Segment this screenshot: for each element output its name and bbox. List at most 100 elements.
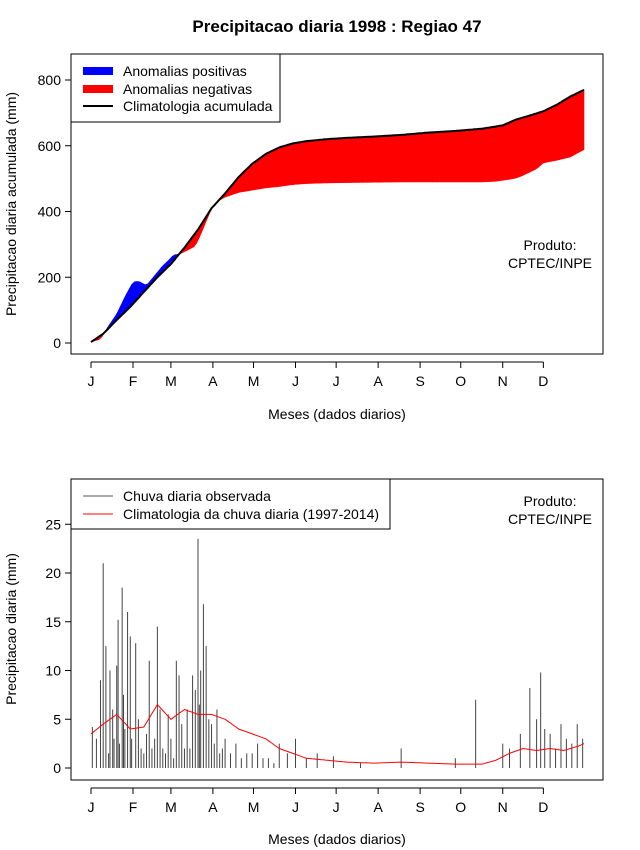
anomaly-negative-segment: [356, 136, 360, 183]
bottom-annotation-line1: Produto:: [524, 493, 577, 509]
anomaly-negative-segment: [247, 164, 252, 192]
anomaly-negative-segment: [385, 135, 390, 183]
anomaly-negative-segment: [518, 117, 522, 178]
x-tick-label: A: [373, 799, 383, 815]
anomaly-negative-segment: [310, 140, 314, 184]
anomaly-negative-segment: [580, 89, 585, 152]
anomaly-negative-segment: [543, 109, 547, 164]
anomaly-negative-segment: [264, 152, 268, 189]
anomaly-negative-segment: [342, 137, 346, 183]
anomaly-negative-segment: [377, 135, 382, 183]
anomaly-negative-segment: [488, 126, 493, 182]
anomaly-negative-segment: [331, 138, 336, 184]
x-tick-label: J: [333, 373, 340, 389]
anomaly-negative-segment: [396, 134, 401, 183]
anomaly-negative-segment: [348, 137, 352, 183]
y-tick-label: 10: [45, 663, 61, 679]
anomaly-negative-segment: [320, 139, 325, 184]
anomaly-negative-segment: [442, 131, 447, 183]
anomaly-negative-segment: [505, 122, 509, 181]
y-tick-label: 200: [38, 269, 62, 285]
anomaly-negative-segment: [445, 131, 449, 183]
anomaly-negative-segment: [353, 137, 357, 183]
anomaly-negative-segment: [529, 114, 533, 173]
legend-positive-label: Anomalias positivas: [123, 63, 247, 79]
y-tick-label: 0: [53, 335, 61, 351]
anomaly-negative-segment: [480, 128, 485, 183]
anomaly-negative-segment: [364, 136, 368, 183]
legend-negative-label: Anomalias negativas: [123, 81, 252, 97]
anomaly-negative-segment: [475, 128, 479, 183]
top-annotation-line1: Produto:: [524, 237, 577, 253]
anomaly-negative-segment: [402, 134, 406, 183]
anomaly-negative-segment: [269, 150, 273, 188]
anomaly-negative-segment: [394, 134, 398, 183]
anomaly-negative-segment: [383, 135, 387, 183]
anomaly-negative-segment: [469, 129, 474, 183]
anomaly-negative-segment: [513, 118, 517, 179]
x-tick-label: O: [455, 373, 466, 389]
x-tick-label: M: [165, 799, 177, 815]
anomaly-negative-segment: [407, 133, 411, 183]
anomaly-negative-segment: [510, 120, 514, 180]
bottom-legend: Chuva diaria observada Climatologia da c…: [70, 478, 391, 530]
anomaly-negative-segment: [277, 146, 281, 187]
anomaly-negative-segment: [472, 128, 476, 183]
anomaly-negative-segment: [291, 142, 295, 186]
anomaly-negative-segment: [532, 113, 536, 172]
y-tick-label: 400: [38, 204, 62, 220]
anomaly-negative-segment: [534, 112, 539, 170]
legend-daily-climatology-label: Climatologia da chuva diaria (1997-2014): [123, 506, 379, 522]
anomaly-negative-segment: [491, 126, 495, 182]
anomaly-negative-segment: [437, 131, 441, 183]
anomaly-negative-segment: [502, 123, 506, 181]
anomaly-negative-segment: [507, 121, 512, 180]
anomaly-negative-segment: [375, 135, 379, 183]
anomaly-negative-segment: [429, 132, 433, 183]
anomaly-negative-segment: [461, 129, 466, 183]
anomaly-negative-segment: [553, 104, 558, 162]
anomaly-negative-segment: [567, 95, 571, 158]
anomaly-negative-segment: [440, 131, 444, 183]
anomaly-negative-segment: [426, 132, 430, 183]
anomaly-negative-segment: [345, 137, 349, 183]
anomaly-negative-segment: [326, 138, 330, 184]
x-tick-label: A: [208, 373, 218, 389]
anomaly-negative-segment: [464, 129, 468, 183]
bottom-x-label: Meses (dados diarios): [268, 831, 406, 847]
bottom-y-axis: 0 5 10 15 20 25: [45, 516, 71, 776]
anomaly-negative-segment: [366, 136, 371, 183]
anomaly-negative-segment: [369, 136, 374, 183]
anomaly-negative-segment: [515, 118, 520, 179]
x-tick-label: D: [538, 373, 548, 389]
anomaly-negative-segment: [526, 115, 531, 174]
x-tick-label: J: [292, 373, 299, 389]
anomaly-negative-segment: [293, 142, 298, 185]
anomaly-negative-segment: [296, 141, 300, 185]
anomaly-negative-segment: [575, 92, 579, 155]
anomaly-negative-segment: [453, 130, 457, 183]
anomaly-negative-segment: [548, 106, 552, 163]
anomaly-negative-segment: [250, 162, 254, 191]
anomaly-negative-segment: [434, 131, 439, 183]
y-tick-label: 15: [45, 614, 61, 630]
anomaly-negative-segment: [299, 141, 303, 185]
top-y-axis: 0 200 400 600 800: [38, 72, 71, 351]
anomaly-negative-segment: [334, 138, 338, 184]
anomaly-negative-segment: [572, 93, 577, 156]
x-tick-label: A: [208, 799, 218, 815]
x-tick-label: O: [455, 799, 466, 815]
anomaly-negative-segment: [540, 110, 544, 166]
anomaly-negative-segment: [315, 139, 319, 184]
top-legend: Anomalias positivas Anomalias negativas …: [70, 53, 281, 123]
x-tick-label: N: [498, 799, 508, 815]
anomaly-negative-segment: [413, 133, 417, 183]
top-panel: 0 200 400 600 800 J F M A M J J A S O N D Meses (dados …: [3, 53, 604, 422]
anomaly-fills: [90, 89, 585, 343]
x-tick-label: D: [538, 799, 548, 815]
anomaly-negative-segment: [578, 90, 582, 153]
anomaly-negative-segment: [358, 136, 363, 183]
daily-rain-bars: [91, 538, 584, 768]
